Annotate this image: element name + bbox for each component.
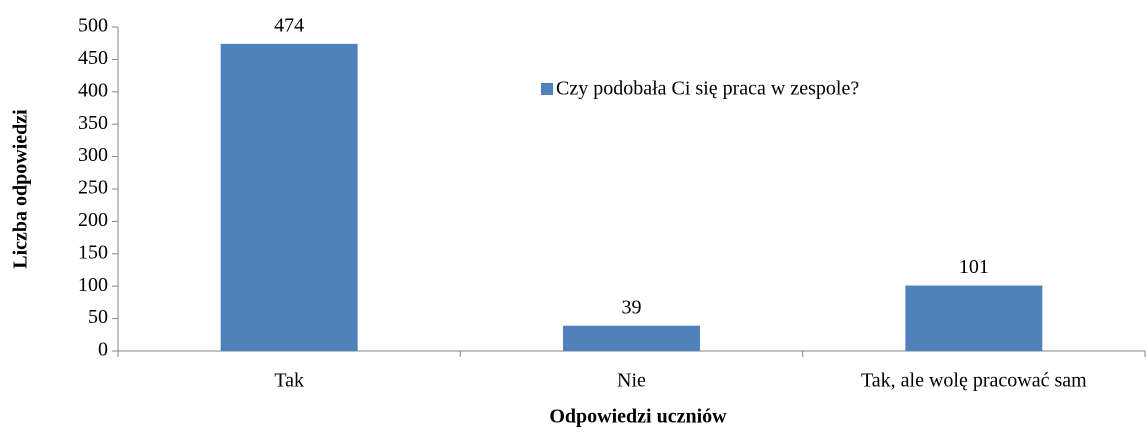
x-tick-label: Nie (617, 370, 646, 392)
y-tick-label: 200 (78, 209, 108, 231)
legend-swatch (541, 83, 553, 95)
bar (563, 325, 700, 351)
y-tick-label: 300 (78, 144, 108, 166)
y-tick-label: 400 (78, 79, 108, 101)
legend-label: Czy podobała Ci się praca w zespole? (556, 78, 859, 100)
y-tick-label: 500 (78, 15, 108, 37)
y-tick-label: 0 (98, 339, 108, 361)
value-label: 101 (959, 256, 989, 278)
x-axis-title: Odpowiedzi uczniów (549, 406, 727, 428)
y-tick-label: 50 (88, 306, 108, 328)
y-axis-title: Liczba odpowiedzi (10, 109, 32, 269)
value-label: 474 (274, 14, 304, 36)
y-tick-label: 100 (78, 274, 108, 296)
x-tick-label: Tak (274, 370, 304, 392)
y-tick-label: 450 (78, 47, 108, 69)
y-tick-label: 250 (78, 177, 108, 199)
x-tick-label: Tak, ale wolę pracować sam (861, 370, 1087, 392)
value-label: 39 (622, 296, 642, 318)
y-tick-label: 350 (78, 112, 108, 134)
bar (905, 285, 1043, 351)
bar (220, 43, 358, 352)
y-tick-label: 150 (78, 241, 108, 263)
